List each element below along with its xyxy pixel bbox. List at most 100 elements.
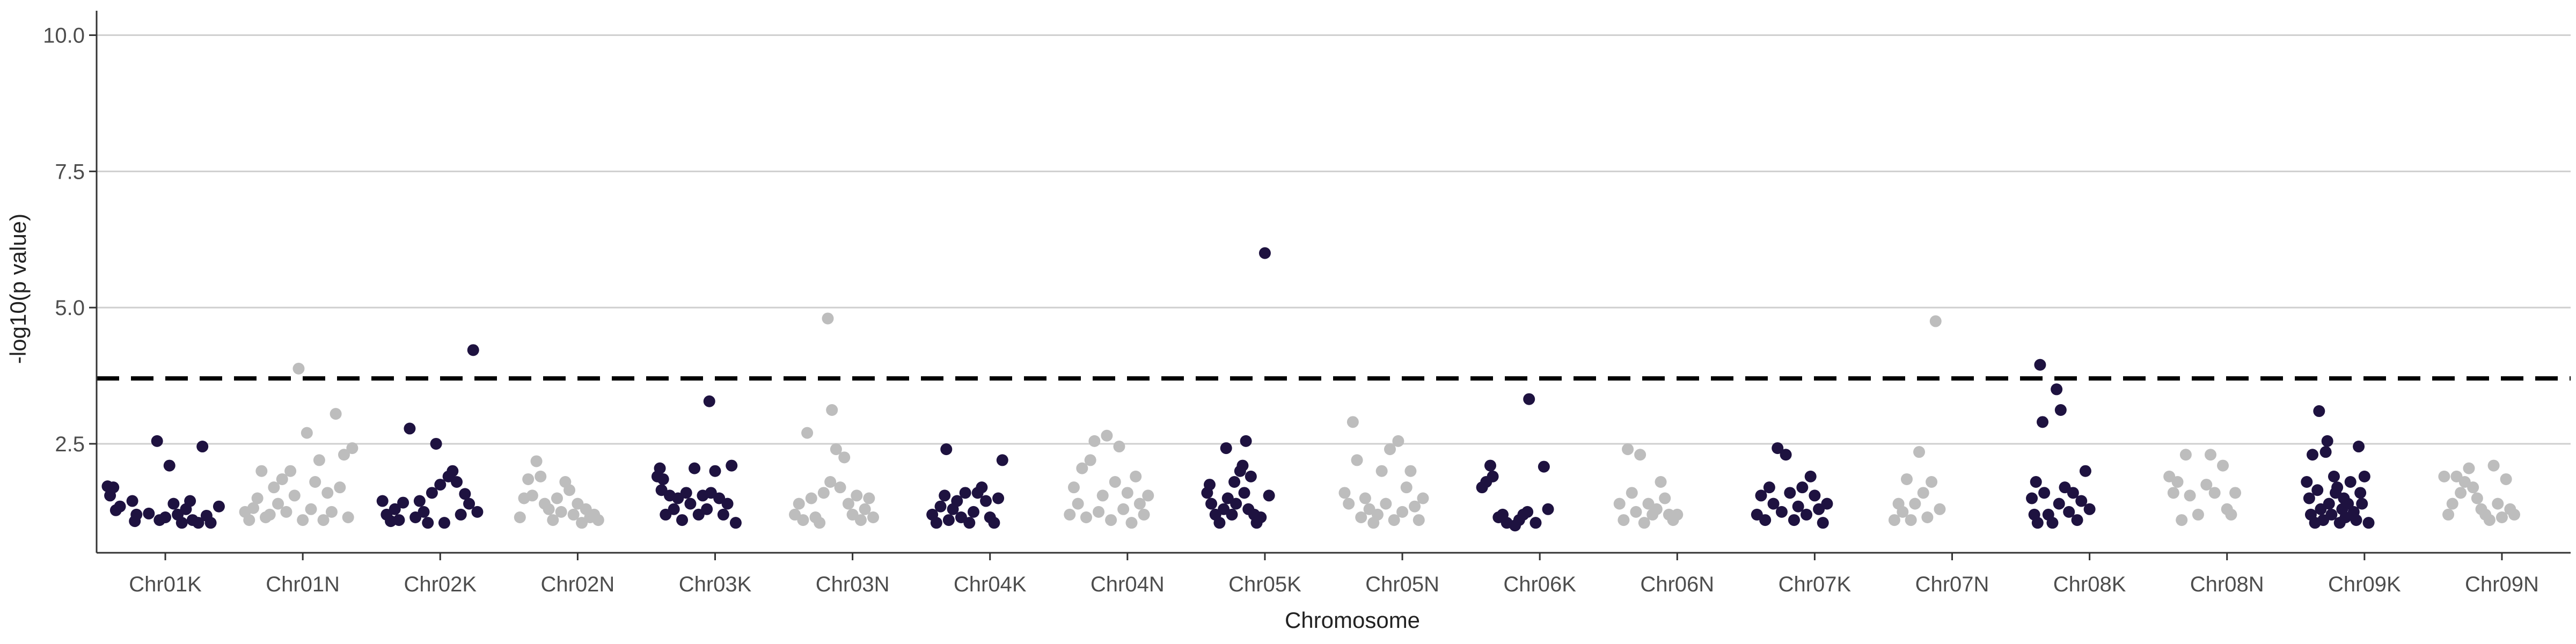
- data-point: [1650, 503, 1663, 515]
- x-tick-label: Chr08K: [2053, 573, 2126, 596]
- data-point: [204, 517, 217, 529]
- data-point: [2483, 514, 2496, 526]
- data-point: [2323, 497, 2335, 510]
- data-point: [130, 508, 143, 521]
- data-point: [1255, 511, 1267, 524]
- data-point: [1351, 454, 1363, 466]
- data-point: [680, 487, 692, 499]
- data-point: [709, 465, 721, 477]
- data-point: [854, 514, 867, 526]
- data-point: [654, 462, 666, 474]
- data-point: [455, 508, 467, 521]
- data-point: [338, 449, 350, 461]
- data-point: [1093, 506, 1105, 518]
- data-point: [1133, 497, 1146, 510]
- data-point: [967, 506, 979, 518]
- data-point: [268, 481, 280, 494]
- x-axis-ticks: Chr01K Chr01N Chr02K Chr02N Chr03K Chr03N Chr0…: [129, 553, 2539, 596]
- data-point: [2031, 517, 2044, 529]
- data-point: [2331, 481, 2344, 494]
- data-point: [1117, 503, 1130, 515]
- data-point: [1245, 470, 1257, 482]
- data-point: [2342, 497, 2354, 510]
- data-point: [288, 489, 301, 502]
- data-point: [1230, 497, 1242, 510]
- data-point: [426, 487, 438, 499]
- data-point: [1343, 497, 1355, 510]
- data-point: [2350, 514, 2362, 526]
- data-point: [459, 488, 471, 500]
- data-point: [2208, 487, 2221, 499]
- data-point: [1258, 247, 1271, 259]
- data-point: [547, 514, 559, 526]
- data-point: [280, 506, 292, 518]
- data-point: [1767, 497, 1780, 510]
- data-point: [2455, 487, 2467, 499]
- data-point: [996, 454, 1008, 466]
- data-point: [1809, 489, 1821, 502]
- data-point: [668, 503, 680, 515]
- data-point: [1484, 459, 1496, 472]
- data-point: [1780, 449, 1792, 461]
- data-point: [389, 503, 401, 515]
- data-point: [564, 484, 576, 496]
- data-point: [1659, 492, 1671, 504]
- data-point: [1238, 487, 1250, 499]
- data-point: [2358, 470, 2370, 482]
- data-point: [2075, 495, 2088, 507]
- y-tick-label: 2.5: [55, 433, 85, 456]
- data-point: [2311, 484, 2324, 496]
- data-point: [2325, 508, 2338, 521]
- data-point: [2442, 508, 2455, 521]
- data-point: [1413, 514, 1425, 526]
- data-point: [535, 470, 547, 482]
- data-point: [1638, 517, 1650, 529]
- data-point: [522, 473, 535, 485]
- data-point: [430, 437, 442, 450]
- x-tick-label: Chr07K: [1779, 573, 1851, 596]
- data-point: [1109, 476, 1121, 488]
- data-point: [930, 517, 942, 529]
- x-tick-label: Chr09K: [2328, 573, 2401, 596]
- data-point: [1934, 503, 1946, 515]
- data-point: [1521, 506, 1534, 518]
- data-point: [2179, 449, 2192, 461]
- data-point: [196, 441, 209, 453]
- data-point: [2083, 503, 2096, 515]
- data-point: [451, 476, 463, 488]
- data-point: [2321, 435, 2333, 447]
- data-point: [2054, 404, 2067, 416]
- data-point: [2063, 506, 2075, 518]
- data-point: [434, 479, 447, 491]
- data-point: [851, 489, 863, 502]
- data-point: [2467, 481, 2479, 494]
- data-point: [2079, 465, 2091, 477]
- data-point: [1417, 492, 1429, 504]
- data-point: [2463, 462, 2475, 474]
- data-point: [830, 443, 842, 456]
- data-point: [822, 312, 834, 325]
- data-point: [1076, 462, 1088, 474]
- x-tick-label: Chr03N: [816, 573, 890, 596]
- data-point: [1487, 470, 1499, 482]
- data-point: [276, 473, 288, 485]
- data-point: [107, 481, 120, 494]
- data-point: [1096, 489, 1109, 502]
- grid-lines: [97, 34, 2571, 445]
- data-point: [213, 500, 225, 513]
- data-point: [2171, 476, 2184, 488]
- data-point: [721, 497, 734, 510]
- data-point: [1380, 497, 1392, 510]
- y-axis-title: -log10(p value): [5, 214, 31, 364]
- data-point: [1384, 443, 1396, 456]
- data-point: [859, 503, 871, 515]
- data-point: [1226, 508, 1238, 521]
- data-point: [1080, 511, 1092, 524]
- data-point: [592, 514, 604, 526]
- data-point: [1909, 497, 1921, 510]
- data-point: [980, 495, 992, 507]
- data-point: [959, 487, 971, 499]
- data-point: [1759, 514, 1772, 526]
- data-point: [418, 506, 430, 518]
- data-point: [264, 508, 276, 521]
